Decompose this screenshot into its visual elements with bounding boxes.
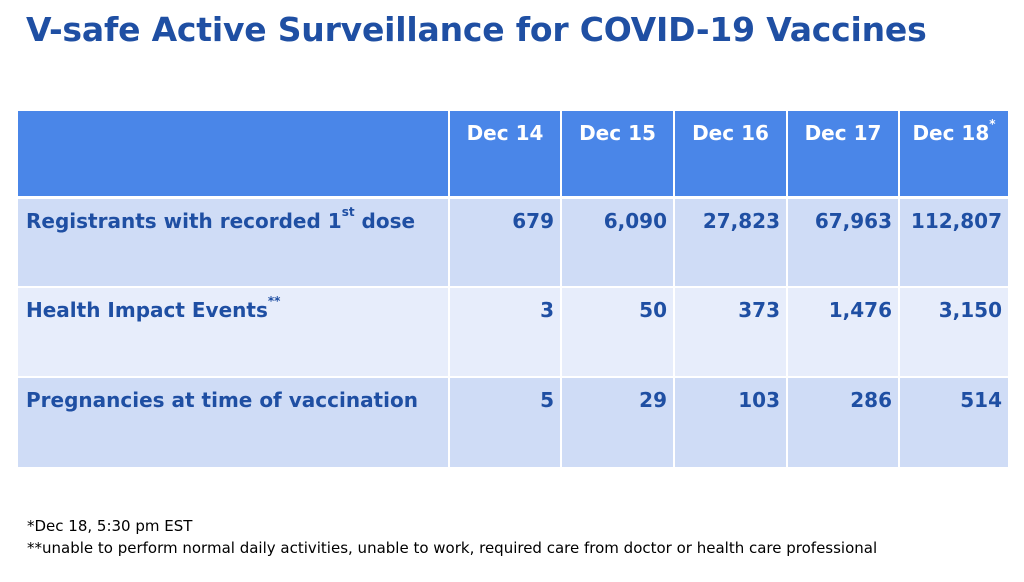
column-header-dec-15: Dec 15: [560, 111, 675, 197]
row-label: Registrants with recorded 1st dose: [16, 195, 450, 287]
table-cell: 3,150: [898, 286, 1010, 377]
footnote-1: *Dec 18, 5:30 pm EST: [27, 517, 193, 535]
surveillance-table: Dec 14 Dec 15 Dec 16 Dec 17 Dec 18* Regi…: [16, 111, 1010, 467]
table-cell: 112,807: [898, 195, 1010, 287]
column-header-dec-16: Dec 16: [673, 111, 788, 197]
table-row-registrants: Registrants with recorded 1st dose 679 6…: [16, 195, 1010, 287]
header-empty-cell: [16, 111, 450, 197]
column-header-dec-14: Dec 14: [448, 111, 562, 197]
page-title: V-safe Active Surveillance for COVID-19 …: [26, 10, 927, 49]
table-cell: 3: [448, 286, 562, 377]
table-cell: 514: [898, 376, 1010, 467]
table-cell: 103: [673, 376, 788, 467]
table-cell: 27,823: [673, 195, 788, 287]
row-label: Pregnancies at time of vaccination: [16, 376, 450, 467]
table-cell: 50: [560, 286, 675, 377]
table-cell: 5: [448, 376, 562, 467]
footnote-2: **unable to perform normal daily activit…: [27, 539, 878, 557]
table-cell: 679: [448, 195, 562, 287]
table-cell: 67,963: [786, 195, 900, 287]
table-cell: 286: [786, 376, 900, 467]
footnotes: *Dec 18, 5:30 pm EST **unable to perform…: [27, 515, 877, 559]
table-cell: 1,476: [786, 286, 900, 377]
header-row: Dec 14 Dec 15 Dec 16 Dec 17 Dec 18*: [16, 111, 1010, 197]
table-cell: 373: [673, 286, 788, 377]
column-header-dec-18: Dec 18*: [898, 111, 1010, 197]
column-header-dec-17: Dec 17: [786, 111, 900, 197]
table-cell: 6,090: [560, 195, 675, 287]
table-cell: 29: [560, 376, 675, 467]
table-row-health-impact: Health Impact Events** 3 50 373 1,476 3,…: [16, 286, 1010, 377]
row-label: Health Impact Events**: [16, 286, 450, 377]
table-row-pregnancies: Pregnancies at time of vaccination 5 29 …: [16, 376, 1010, 467]
